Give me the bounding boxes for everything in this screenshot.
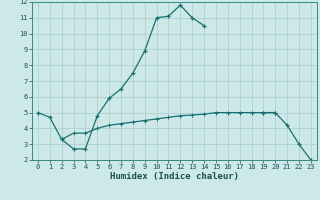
X-axis label: Humidex (Indice chaleur): Humidex (Indice chaleur) [110,172,239,181]
